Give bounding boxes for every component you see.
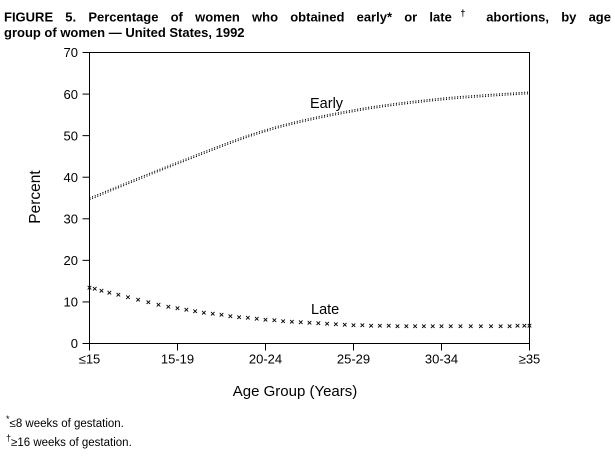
late-marker-x: × xyxy=(498,321,503,331)
late-marker-x: × xyxy=(369,320,374,330)
late-marker-x: × xyxy=(107,287,112,297)
late-marker-x: × xyxy=(351,320,356,330)
late-marker-x: × xyxy=(404,321,409,331)
late-series-x-markers: × × × × × × × × × × × × × × × × × × × × × × × × × × × × × × × × × × × × × × × ×… xyxy=(87,282,532,331)
late-marker-x: × xyxy=(316,318,321,328)
late-marker-x: × xyxy=(281,316,286,326)
late-marker-x: × xyxy=(245,313,250,323)
figure-caption-line2: group of women — United States, 1992 xyxy=(4,25,245,41)
y-tick-label: 70 xyxy=(64,45,78,60)
late-marker-x: × xyxy=(272,315,277,325)
x-tick-label: 15-19 xyxy=(161,352,194,367)
late-marker-x: × xyxy=(156,299,161,309)
late-marker-x: × xyxy=(421,321,426,331)
late-marker-x: × xyxy=(99,285,104,295)
series-labels: Early Late xyxy=(310,96,344,318)
late-marker-x: × xyxy=(126,292,131,302)
x-axis: ≤15 15-19 20-24 25-29 30-34 ≥35 xyxy=(79,343,541,367)
late-marker-x: × xyxy=(146,297,151,307)
late-marker-x: × xyxy=(210,309,215,319)
late-marker-x: × xyxy=(325,319,330,329)
x-axis-title: Age Group (Years) xyxy=(233,383,358,400)
dagger-symbol: † xyxy=(6,432,12,443)
late-marker-x: × xyxy=(307,318,312,328)
late-marker-x: × xyxy=(342,319,347,329)
footnote-late-text: ≥16 weeks of gestation. xyxy=(11,436,132,449)
late-marker-x: × xyxy=(489,321,494,331)
x-tick-label: 30-34 xyxy=(425,352,458,367)
early-curve xyxy=(89,93,530,201)
y-tick-label: 60 xyxy=(64,87,78,102)
late-marker-x: × xyxy=(237,312,242,322)
footnote-late: †≥16 weeks of gestation. xyxy=(6,431,132,450)
y-axis-title: Percent xyxy=(27,170,44,224)
late-marker-x: × xyxy=(175,303,180,313)
caption-text-cont: abortions, by age xyxy=(486,9,611,25)
late-marker-x: × xyxy=(193,306,198,316)
y-tick-label: 50 xyxy=(64,128,78,143)
asterisk-symbol: * xyxy=(6,414,10,424)
y-tick-label: 10 xyxy=(64,295,78,310)
dagger-symbol: † xyxy=(451,8,474,18)
late-marker-x: × xyxy=(522,321,527,331)
y-tick-label: 20 xyxy=(64,253,78,268)
y-tick-label: 0 xyxy=(71,336,78,351)
late-marker-x: × xyxy=(507,321,512,331)
late-marker-x: × xyxy=(92,284,97,294)
late-marker-x: × xyxy=(468,321,473,331)
late-marker-x: × xyxy=(219,310,224,320)
late-marker-x: × xyxy=(360,320,365,330)
late-marker-x: × xyxy=(527,321,532,331)
late-marker-x: × xyxy=(184,305,189,315)
late-marker-x: × xyxy=(458,321,463,331)
figure-caption: FIGURE 5. Percentage of women who obtain… xyxy=(4,5,611,41)
late-marker-x: × xyxy=(377,321,382,331)
late-marker-x: × xyxy=(116,290,121,300)
y-tick-label: 30 xyxy=(64,211,78,226)
early-series-dotted-line xyxy=(89,91,530,201)
caption-text: FIGURE 5. Percentage of women who obtain… xyxy=(4,9,452,25)
series-label-late: Late xyxy=(311,302,339,318)
early-curve xyxy=(89,91,530,199)
late-marker-x: × xyxy=(263,314,268,324)
y-tick-label: 40 xyxy=(64,170,78,185)
x-tick-label: 25-29 xyxy=(337,352,370,367)
y-axis: 0 10 20 30 40 50 60 70 xyxy=(64,45,90,351)
late-marker-x: × xyxy=(333,319,338,329)
late-marker-x: × xyxy=(298,317,303,327)
late-marker-x: × xyxy=(395,321,400,331)
late-marker-x: × xyxy=(448,321,453,331)
x-tick-label: ≤15 xyxy=(79,352,101,367)
x-tick-label: ≥35 xyxy=(519,352,541,367)
late-marker-x: × xyxy=(386,321,391,331)
footnote-early: *≤8 weeks of gestation. xyxy=(6,412,132,431)
late-marker-x: × xyxy=(515,321,520,331)
late-marker-x: × xyxy=(289,317,294,327)
late-marker-x: × xyxy=(478,321,483,331)
late-marker-x: × xyxy=(228,311,233,321)
late-marker-x: × xyxy=(439,321,444,331)
footnote-early-text: ≤8 weeks of gestation. xyxy=(9,417,124,430)
series-label-early: Early xyxy=(310,96,344,112)
late-marker-x: × xyxy=(87,282,92,292)
late-marker-x: × xyxy=(413,321,418,331)
late-marker-x: × xyxy=(201,307,206,317)
x-tick-label: 20-24 xyxy=(249,352,282,367)
late-marker-x: × xyxy=(254,314,259,324)
late-marker-x: × xyxy=(430,321,435,331)
figure-caption-line1: FIGURE 5. Percentage of women who obtain… xyxy=(4,5,611,25)
footnotes: *≤8 weeks of gestation. †≥16 weeks of ge… xyxy=(6,412,132,450)
late-marker-x: × xyxy=(136,295,141,305)
late-marker-x: × xyxy=(166,301,171,311)
